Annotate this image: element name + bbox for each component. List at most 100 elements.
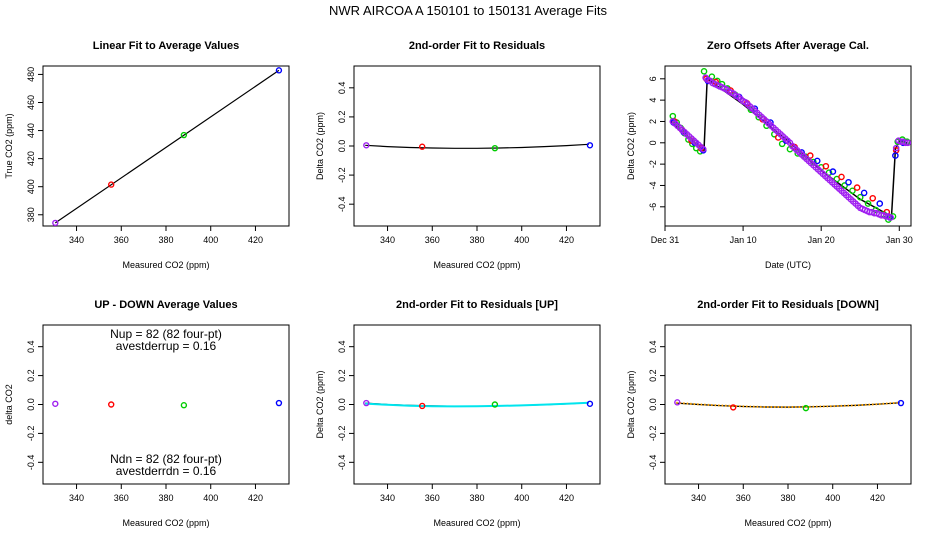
- data-point-standards: [52, 400, 59, 407]
- data-point-standards: [275, 67, 283, 74]
- x-tick-label: 380: [780, 493, 795, 503]
- data-point-red: [869, 194, 877, 202]
- y-tick-label: -0.2: [26, 426, 36, 442]
- x-tick-label: 340: [380, 235, 395, 245]
- x-axis-label: Measured CO2 (ppm): [122, 518, 209, 528]
- data-point-standards: [674, 399, 681, 406]
- data-point-standards: [363, 399, 370, 407]
- annotation-text: Ndn = 82 (82 four-pt): [110, 452, 222, 466]
- x-tick-label: 400: [203, 493, 218, 503]
- chart-title: 2nd-order Fit to Residuals [DOWN]: [697, 299, 879, 311]
- x-tick-label: 360: [736, 493, 751, 503]
- data-point-standards: [180, 131, 188, 139]
- chart-title: 2nd-order Fit to Residuals [UP]: [396, 299, 558, 311]
- y-tick-label: 0.4: [337, 82, 347, 95]
- data-point-red: [853, 184, 861, 191]
- data-point-red: [838, 173, 845, 181]
- x-axis-label: Measured CO2 (ppm): [433, 260, 520, 270]
- plot-frame: [42, 65, 290, 227]
- data-layer: [363, 399, 594, 410]
- y-tick-label: -2: [648, 160, 658, 168]
- x-tick-label: 360: [425, 235, 440, 245]
- data-point-green: [700, 68, 708, 75]
- y-axis-label: Delta CO2 (ppm): [315, 112, 325, 180]
- y-tick-label: 6: [648, 76, 658, 81]
- x-tick-label: 340: [69, 493, 84, 503]
- data-point-blue: [876, 200, 884, 207]
- data-layer: [669, 68, 911, 223]
- data-point-standards: [108, 401, 115, 408]
- data-point-standards: [897, 399, 905, 407]
- chart-residuals-up: 2nd-order Fit to Residuals [UP] 340 360 380…: [315, 299, 601, 528]
- x-tick-label: 340: [380, 493, 395, 503]
- chart-title: Zero Offsets After Average Cal.: [707, 40, 869, 52]
- data-point-standards: [419, 143, 426, 150]
- data-point-standards: [491, 144, 499, 152]
- chart-title: UP - DOWN Average Values: [94, 299, 237, 311]
- x-tick-label: Jan 20: [808, 235, 835, 245]
- annotation-text: avestderrdn = 0.16: [116, 464, 217, 478]
- data-layer: [674, 399, 905, 412]
- data-layer: [363, 142, 594, 152]
- x-tick-label: Jan 30: [886, 235, 913, 245]
- y-tick-label: 0: [648, 140, 658, 145]
- y-tick-label: 0.4: [26, 340, 36, 353]
- x-tick-label: 420: [248, 493, 263, 503]
- y-tick-label: 0.2: [26, 369, 36, 382]
- y-tick-label: -6: [648, 203, 658, 211]
- data-point-blue: [892, 152, 899, 159]
- data-point-standards: [730, 404, 737, 411]
- data-point-blue: [845, 178, 852, 186]
- data-point-green: [669, 112, 677, 120]
- data-point-blue: [860, 189, 868, 197]
- series-line-fit-orange: [676, 401, 900, 409]
- y-tick-label: 420: [26, 151, 36, 166]
- x-tick-label: 420: [248, 235, 263, 245]
- x-tick-label: 400: [514, 493, 529, 503]
- data-point-purple: [904, 139, 911, 147]
- x-tick-label: 420: [870, 493, 885, 503]
- x-tick-label: 400: [514, 235, 529, 245]
- y-tick-label: -0.4: [337, 196, 347, 212]
- y-tick-label: 0.0: [337, 140, 347, 153]
- x-tick-label: Jan 10: [730, 235, 757, 245]
- x-tick-label: 420: [559, 493, 574, 503]
- x-tick-label: 340: [691, 493, 706, 503]
- y-tick-label: -0.2: [337, 167, 347, 183]
- y-tick-label: -0.4: [26, 455, 36, 471]
- data-layer: [52, 399, 283, 409]
- y-axis-label: Delta CO2 (ppm): [626, 112, 636, 180]
- y-tick-label: 400: [26, 179, 36, 194]
- x-axis-label: Measured CO2 (ppm): [433, 518, 520, 528]
- chart-title: Linear Fit to Average Values: [93, 40, 240, 52]
- x-axis-label: Measured CO2 (ppm): [744, 518, 831, 528]
- chart-residuals: 2nd-order Fit to Residuals 340 360 380 400 42…: [315, 40, 601, 270]
- data-point-green: [778, 140, 786, 148]
- data-point-green: [864, 200, 872, 207]
- data-point-purple: [699, 145, 707, 153]
- y-axis-label: delta CO2: [4, 384, 14, 425]
- y-axis-label: Delta CO2 (ppm): [315, 370, 325, 438]
- y-tick-label: 4: [648, 98, 658, 103]
- data-point-purple: [887, 214, 894, 221]
- data-point-green: [849, 187, 856, 195]
- x-tick-label: 400: [825, 493, 840, 503]
- data-point-standards: [108, 181, 115, 188]
- data-point-purple: [892, 144, 900, 152]
- data-point-standards: [363, 142, 370, 149]
- x-tick-label: 400: [203, 235, 218, 245]
- y-tick-label: 440: [26, 123, 36, 138]
- page-title: NWR AIRCOA A 150101 to 150131 Average Fi…: [329, 3, 607, 18]
- y-tick-label: 0.2: [337, 369, 347, 382]
- data-point-blue: [829, 168, 837, 175]
- x-tick-label: 380: [158, 493, 173, 503]
- series-line-fit-cyan: [365, 401, 589, 408]
- x-axis-label: Measured CO2 (ppm): [122, 260, 209, 270]
- data-point-standards: [52, 219, 59, 226]
- x-tick-label: 420: [559, 235, 574, 245]
- y-tick-label: 0.2: [648, 369, 658, 382]
- data-point-standards: [586, 400, 594, 407]
- y-tick-label: -0.4: [337, 455, 347, 471]
- chart-linear: Linear Fit to Average Values 340 360 380 400…: [4, 40, 290, 270]
